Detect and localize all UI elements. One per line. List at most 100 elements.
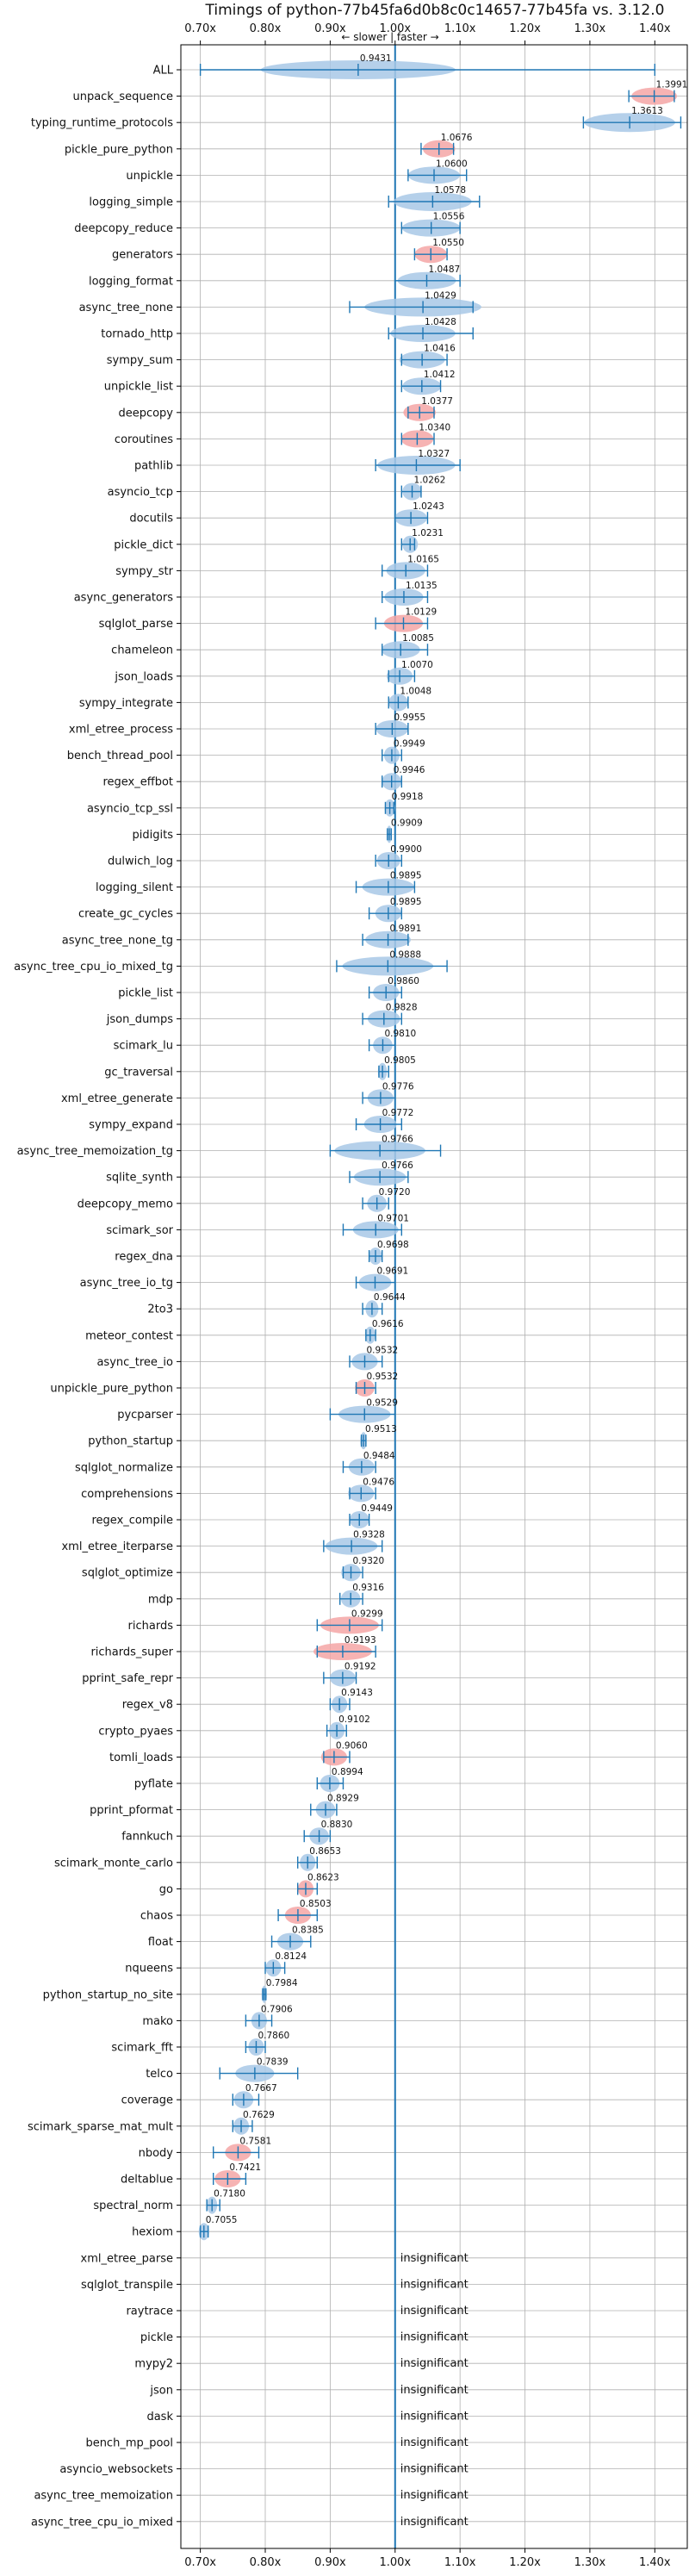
benchmark-label: scimark_monte_carlo bbox=[54, 1857, 173, 1870]
x-tick-label-top: 1.30x bbox=[574, 22, 606, 35]
benchmark-label: json_loads bbox=[114, 670, 173, 683]
value-label: 1.0377 bbox=[421, 396, 453, 407]
benchmark-label: json bbox=[149, 2384, 173, 2397]
value-label: 0.9484 bbox=[363, 1451, 395, 1461]
value-label: 0.9810 bbox=[384, 1029, 416, 1039]
value-label: 0.7984 bbox=[266, 1978, 298, 1988]
value-label: 1.0070 bbox=[401, 660, 433, 670]
benchmark-label: async_tree_cpu_io_mixed_tg bbox=[14, 961, 173, 974]
value-label: 1.0129 bbox=[405, 607, 437, 618]
x-tick-label-bottom: 0.70x bbox=[184, 2556, 216, 2569]
value-label: 1.0243 bbox=[413, 501, 444, 512]
value-label: 0.9328 bbox=[353, 1530, 385, 1540]
value-label: 0.7055 bbox=[206, 2215, 238, 2225]
value-label: 0.9513 bbox=[365, 1424, 397, 1434]
benchmark-label: pickle_pure_python bbox=[65, 143, 173, 156]
x-tick-label-bottom: 0.90x bbox=[314, 2556, 346, 2569]
benchmark-label: sympy_sum bbox=[107, 354, 173, 367]
value-label: 1.3613 bbox=[631, 106, 663, 116]
value-label: 0.9431 bbox=[360, 53, 392, 64]
benchmark-label: deltablue bbox=[121, 2174, 173, 2187]
benchmark-label: scimark_fft bbox=[111, 2042, 173, 2055]
benchmark-label: asyncio_tcp bbox=[108, 486, 173, 499]
value-label: 0.7629 bbox=[243, 2110, 275, 2120]
value-label: 0.9701 bbox=[377, 1213, 409, 1223]
benchmark-label: coroutines bbox=[115, 433, 173, 446]
value-label: 0.9891 bbox=[390, 924, 422, 934]
value-label: 1.0578 bbox=[434, 185, 466, 196]
value-label: 0.9918 bbox=[392, 792, 424, 802]
value-label: 0.9192 bbox=[344, 1662, 376, 1672]
value-label: 1.0085 bbox=[402, 633, 434, 644]
benchmark-label: sympy_integrate bbox=[79, 697, 173, 710]
benchmark-label: sympy_str bbox=[115, 565, 173, 578]
value-label: 0.9532 bbox=[366, 1372, 398, 1382]
insignificant-label: insignificant bbox=[400, 2331, 469, 2344]
benchmark-label: xml_etree_process bbox=[69, 724, 173, 737]
value-label: 0.8503 bbox=[300, 1899, 332, 1909]
benchmark-label: scimark_sparse_mat_mult bbox=[28, 2120, 173, 2133]
benchmark-label: async_tree_memoization bbox=[34, 2490, 173, 2503]
benchmark-label: go bbox=[159, 1883, 173, 1896]
value-label: 0.9644 bbox=[374, 1292, 406, 1303]
benchmark-label: bench_mp_pool bbox=[85, 2437, 173, 2450]
benchmark-label: unpickle bbox=[126, 170, 173, 183]
value-label: 0.9720 bbox=[379, 1187, 411, 1198]
benchmark-label: deepcopy bbox=[118, 407, 173, 420]
x-tick-label-top: 1.20x bbox=[509, 22, 541, 35]
insignificant-label: insignificant bbox=[400, 2384, 469, 2397]
value-label: 1.0556 bbox=[433, 212, 465, 222]
benchmark-label: chaos bbox=[140, 1910, 173, 1923]
value-label: 1.0135 bbox=[406, 581, 438, 591]
value-label: 0.9766 bbox=[382, 1135, 413, 1145]
benchmark-label: xml_etree_iterparse bbox=[61, 1540, 173, 1553]
value-label: 1.0416 bbox=[424, 344, 456, 354]
value-label: 0.9449 bbox=[361, 1503, 393, 1514]
benchmark-label: async_tree_cpu_io_mixed bbox=[31, 2516, 173, 2529]
benchmark-label: hexiom bbox=[132, 2226, 173, 2239]
x-tick-label-top: 1.40x bbox=[639, 22, 671, 35]
benchmark-label: chameleon bbox=[111, 644, 173, 657]
x-tick-label-bottom: 0.80x bbox=[250, 2556, 282, 2569]
benchmark-label: dulwich_log bbox=[108, 856, 173, 868]
benchmark-label: meteor_contest bbox=[85, 1329, 173, 1342]
benchmark-label: crypto_pyaes bbox=[98, 1725, 173, 1738]
benchmark-label: scimark_lu bbox=[114, 1040, 173, 1053]
value-label: 0.9698 bbox=[377, 1240, 409, 1250]
value-label: 0.9060 bbox=[336, 1740, 368, 1751]
benchmark-label: pprint_pformat bbox=[90, 1804, 173, 1817]
benchmark-label: bench_thread_pool bbox=[67, 750, 173, 762]
x-tick-label-top: 1.00x bbox=[379, 22, 411, 35]
benchmark-label: deepcopy_memo bbox=[78, 1198, 173, 1210]
benchmark-label: python_startup_no_site bbox=[43, 1988, 173, 2001]
value-label: 0.9888 bbox=[389, 949, 421, 960]
benchmark-label: raytrace bbox=[126, 2305, 173, 2318]
chart-title: Timings of python-77b45fa6d0b8c0c14657-7… bbox=[205, 2, 665, 19]
benchmark-label: ALL bbox=[153, 65, 174, 78]
axis-layer: 0.70x 0.70x 0.80x 0.80x 0.90x 0.90x 1.00x 1.00x… bbox=[14, 22, 671, 2569]
benchmark-label: pathlib bbox=[134, 460, 173, 473]
benchmark-label: regex_dna bbox=[115, 1251, 173, 1264]
value-label: 0.8830 bbox=[321, 1820, 353, 1830]
value-label: 0.8385 bbox=[292, 1926, 324, 1936]
benchmark-label: regex_compile bbox=[91, 1515, 173, 1528]
benchmark-label: logging_simple bbox=[89, 196, 173, 209]
value-label: 0.7180 bbox=[214, 2189, 245, 2200]
benchmark-label: pickle bbox=[140, 2331, 173, 2344]
benchmark-label: scimark_sor bbox=[106, 1224, 173, 1237]
value-label: 1.0231 bbox=[412, 528, 444, 538]
benchmark-label: nbody bbox=[139, 2147, 174, 2160]
benchmark-label: fannkuch bbox=[121, 1831, 173, 1844]
benchmark-label: pyflate bbox=[134, 1778, 173, 1791]
value-label: 1.0262 bbox=[414, 476, 446, 486]
value-label: 0.7839 bbox=[257, 2057, 289, 2068]
value-label: 1.0429 bbox=[425, 290, 456, 301]
x-tick-label-bottom: 1.00x bbox=[379, 2556, 411, 2569]
value-label: 0.9299 bbox=[351, 1608, 383, 1619]
x-tick-label-top: 0.70x bbox=[184, 22, 216, 35]
benchmark-label: mypy2 bbox=[134, 2358, 173, 2371]
value-label: 0.8623 bbox=[307, 1872, 339, 1882]
value-label: 0.9532 bbox=[366, 1345, 398, 1355]
value-label: 1.0327 bbox=[418, 449, 450, 459]
